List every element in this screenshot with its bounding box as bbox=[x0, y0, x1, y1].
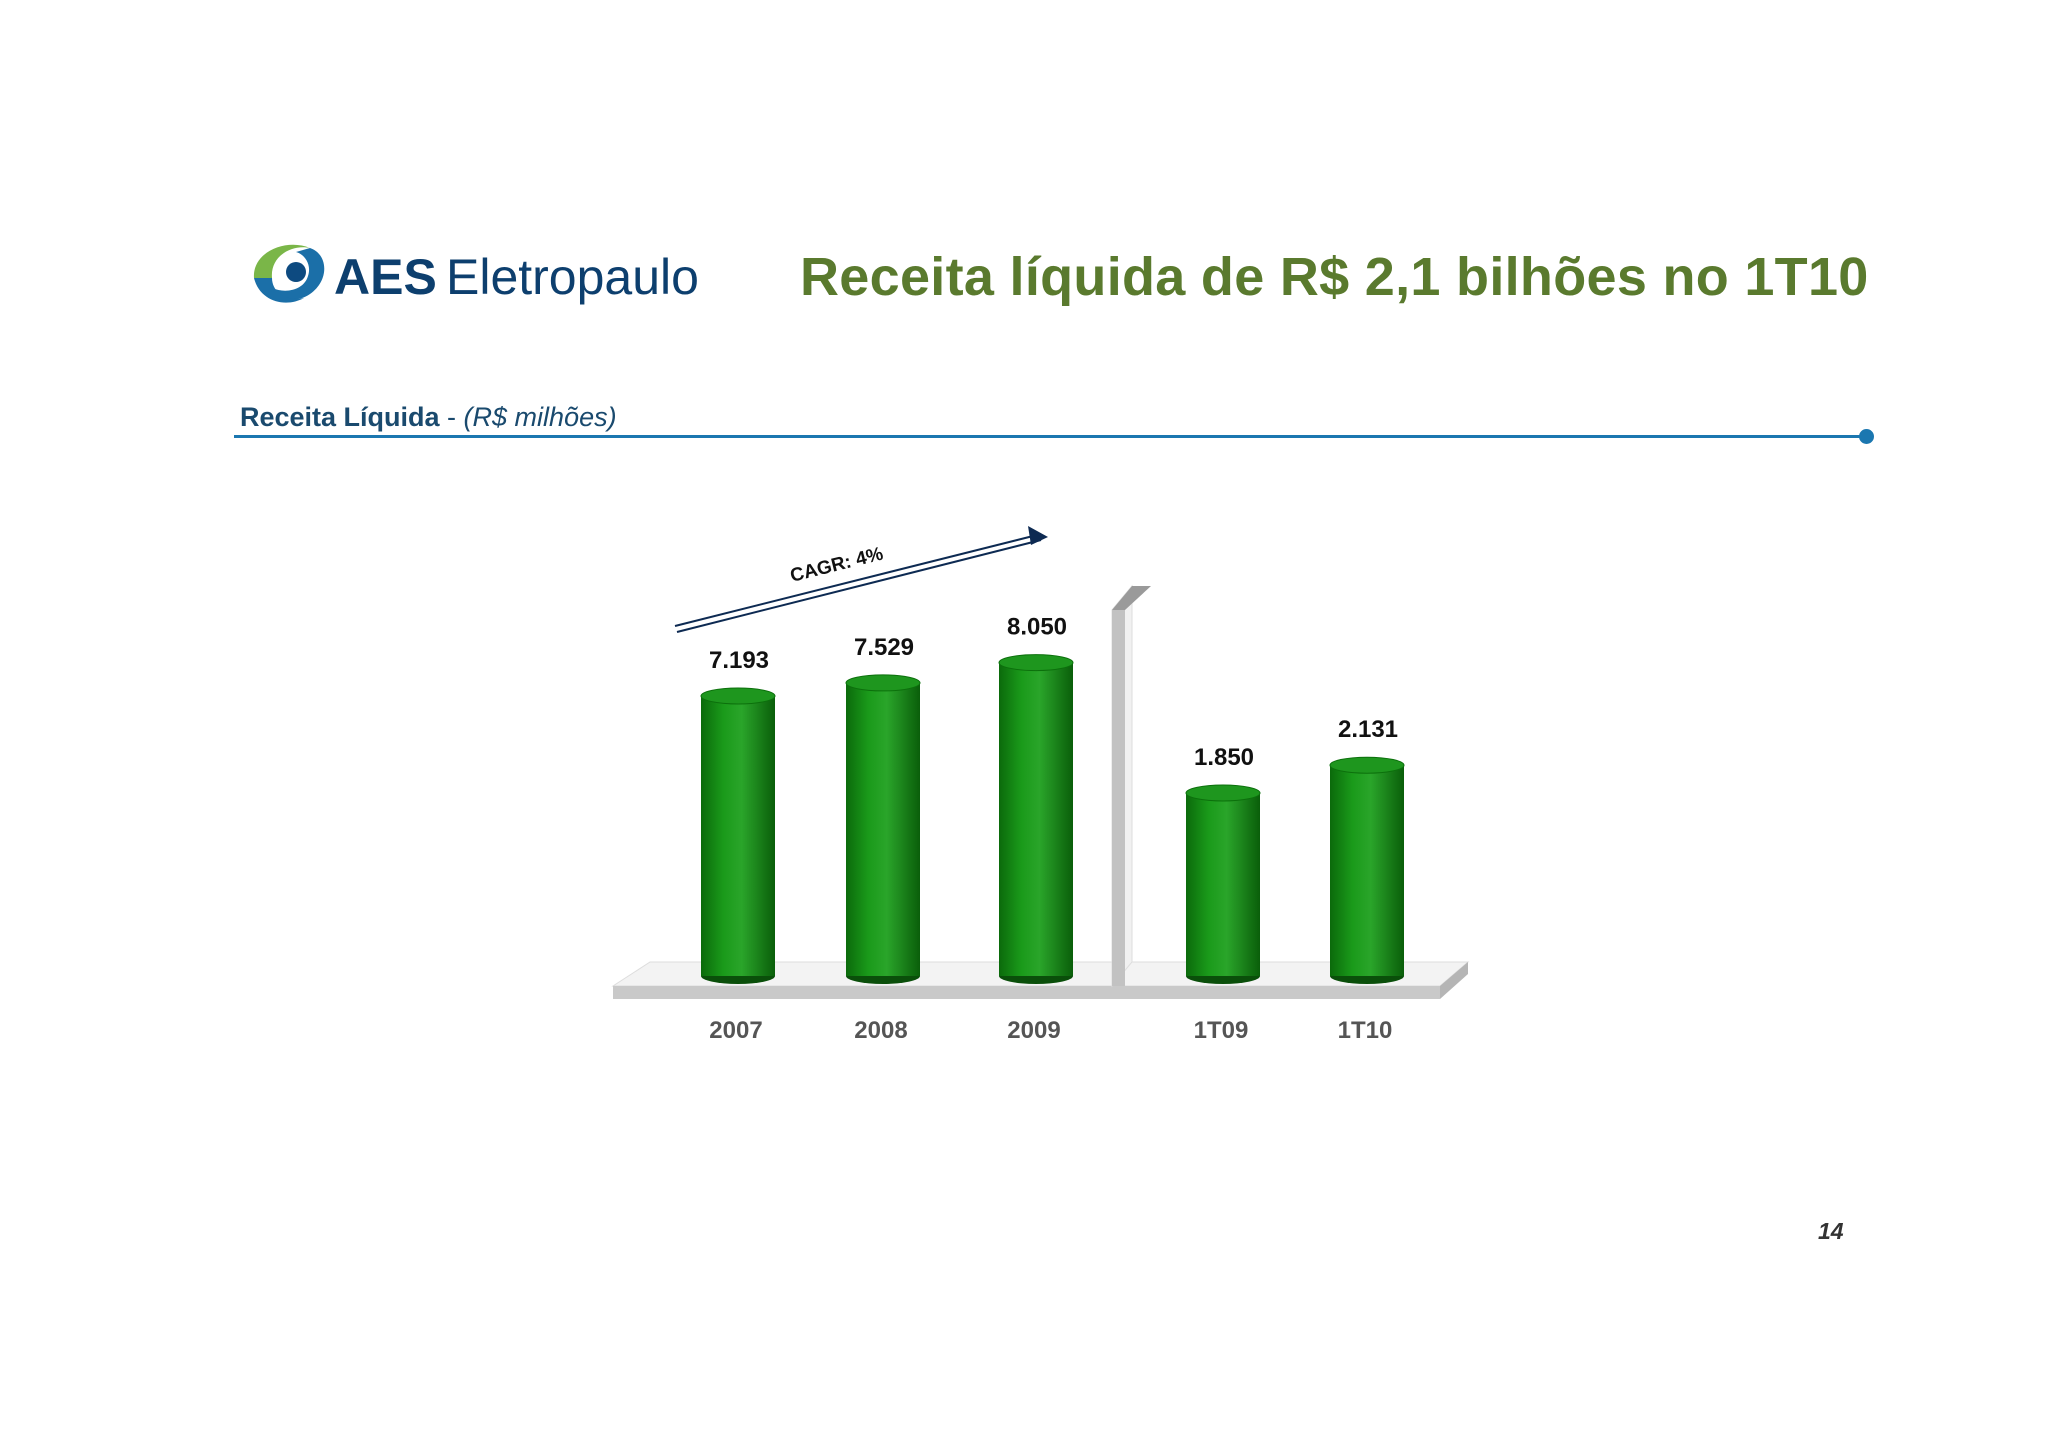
brand-name-bold: AES bbox=[334, 249, 437, 305]
bar-1T10 bbox=[1330, 765, 1404, 976]
data-label-2008: 7.529 bbox=[854, 634, 914, 661]
section-label: Receita Líquida bbox=[240, 402, 440, 432]
cagr-annotation: CAGR: 4% bbox=[674, 526, 1048, 633]
data-label-1T10: 2.131 bbox=[1338, 716, 1398, 743]
bar-top-1T10 bbox=[1329, 756, 1405, 774]
brand-name-light: Eletropaulo bbox=[446, 249, 699, 305]
section-divider-dot bbox=[1859, 429, 1874, 444]
revenue-bar-chart: 7.193 2007 7.529 2008 8.050 2009 1.850 1T09 2.13… bbox=[611, 526, 1470, 1044]
bar-top-2008 bbox=[845, 674, 921, 692]
arrow-head-icon bbox=[1028, 526, 1048, 545]
bar-1T09 bbox=[1186, 793, 1260, 976]
data-label-2007: 7.193 bbox=[709, 647, 769, 674]
x-tick-2009: 2009 bbox=[1007, 1017, 1060, 1044]
aes-eletropaulo-logo: AES Eletropaulo bbox=[253, 244, 699, 305]
bar-2009 bbox=[999, 662, 1073, 976]
chart-marks: 7.193 2007 7.529 2008 8.050 2009 1.850 1T09 2.13… bbox=[700, 614, 1405, 1044]
bar-top-2007 bbox=[700, 687, 776, 705]
x-tick-2008: 2008 bbox=[854, 1017, 907, 1044]
section-unit: (R$ milhões) bbox=[463, 402, 617, 432]
x-tick-2007: 2007 bbox=[709, 1017, 762, 1044]
bar-top-1T09 bbox=[1185, 784, 1261, 802]
section-separator: - bbox=[439, 402, 464, 432]
page-number: 14 bbox=[1818, 1218, 1844, 1244]
data-label-2009: 8.050 bbox=[1007, 614, 1067, 641]
x-tick-1T10: 1T10 bbox=[1338, 1017, 1393, 1044]
slide-title: Receita líquida de R$ 2,1 bilhões no 1T1… bbox=[800, 247, 1869, 307]
section-divider bbox=[234, 435, 1870, 438]
bar-2007 bbox=[701, 696, 775, 976]
x-tick-1T09: 1T09 bbox=[1194, 1017, 1249, 1044]
cagr-label: CAGR: 4% bbox=[788, 543, 885, 586]
period-separator bbox=[1111, 584, 1151, 988]
data-label-1T09: 1.850 bbox=[1194, 744, 1254, 771]
section-header: Receita Líquida - (R$ milhões) bbox=[240, 402, 617, 433]
aes-swoosh-icon bbox=[253, 244, 325, 303]
bar-2008 bbox=[846, 682, 920, 976]
bar-top-2009 bbox=[998, 654, 1074, 672]
